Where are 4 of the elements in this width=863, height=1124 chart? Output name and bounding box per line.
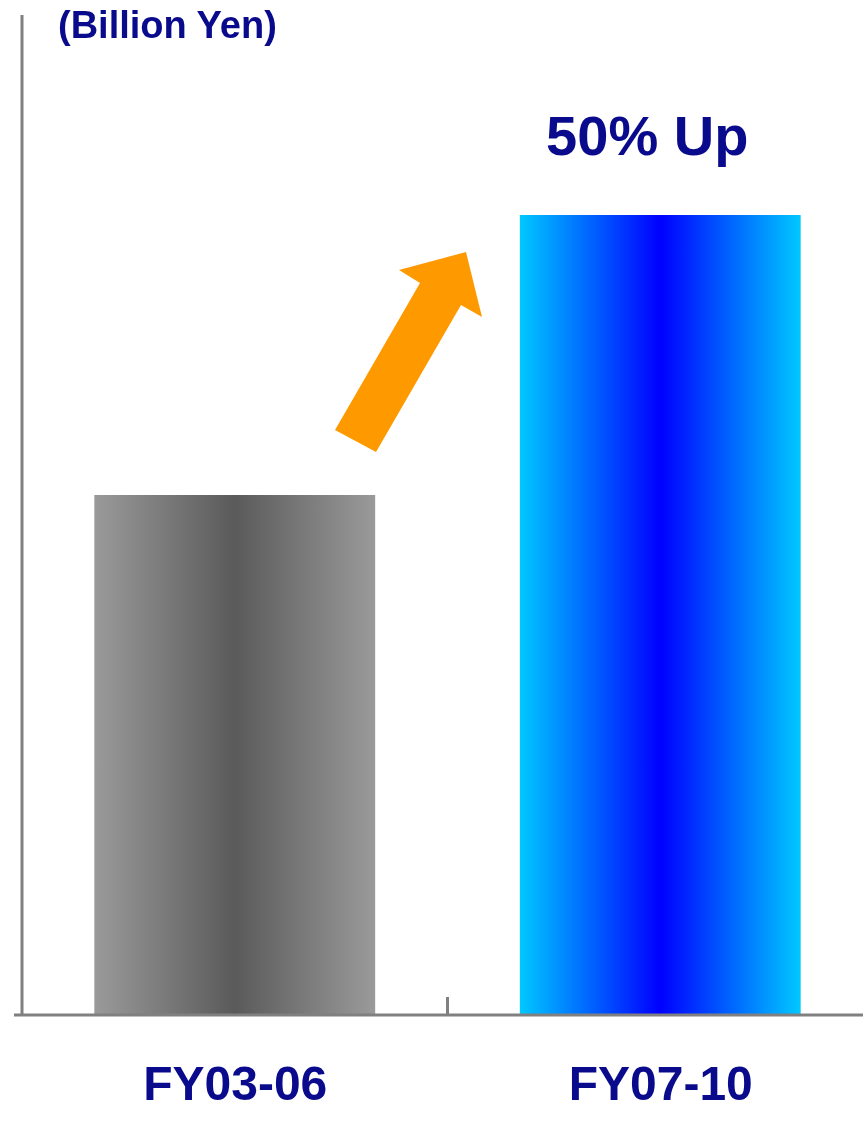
y-axis-title: (Billion Yen) [58,4,277,46]
annotation: 50% Up [546,104,749,167]
x-tick-label: FY07-10 [568,1057,753,1111]
x-tick-label: FY03-06 [143,1057,328,1111]
